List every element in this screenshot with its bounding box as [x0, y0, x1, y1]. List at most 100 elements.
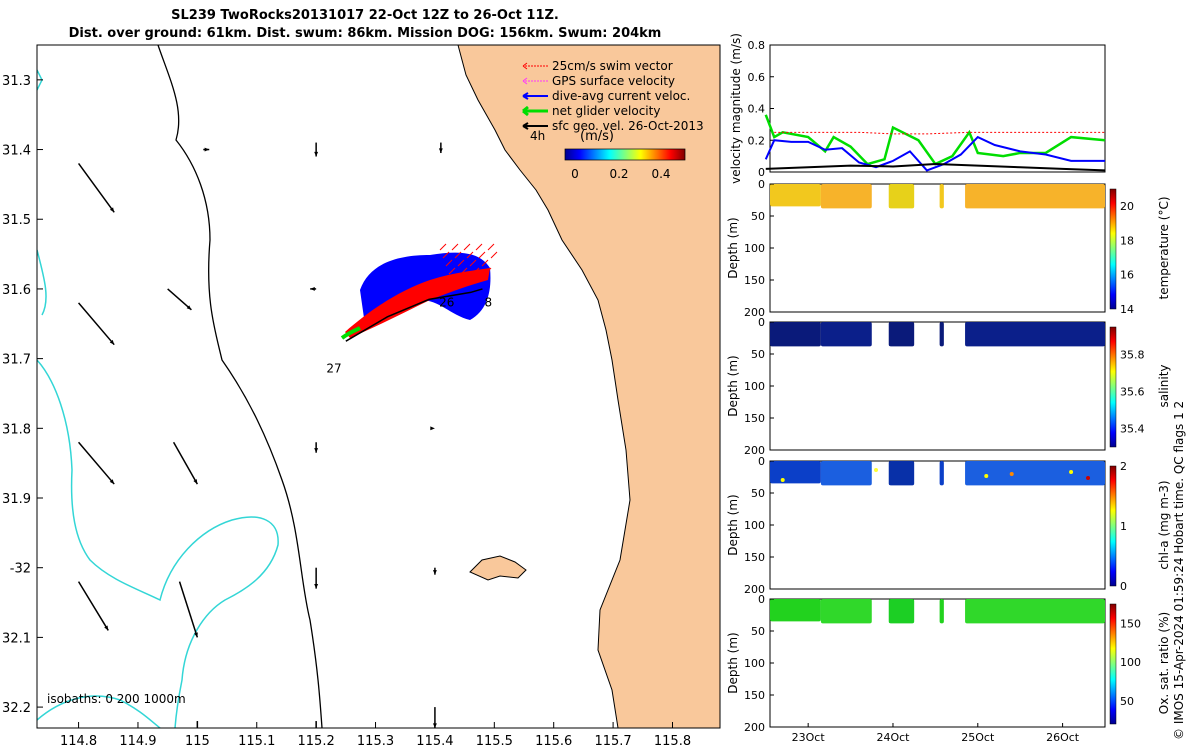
swim-vector [466, 251, 474, 259]
time-xtick-label: 23Oct [792, 731, 826, 744]
colorbar-label: chl-a (mg m-3) [1157, 480, 1171, 569]
colorbar-tick-label: 150 [1120, 617, 1141, 630]
colorbar-tick-label: 50 [1120, 695, 1134, 708]
profile-ytick-label: 0 [758, 593, 765, 606]
colorbar-label: temperature (°C) [1157, 197, 1171, 300]
velocity-series-line [764, 114, 1106, 166]
map-legend: 25cm/s swim vector GPS surface velocity … [522, 59, 704, 181]
profile-ytick-label: 200 [744, 306, 765, 319]
profile-cells [965, 322, 1105, 347]
profile-ytick-label: 200 [744, 721, 765, 734]
profile-colorbar [1109, 465, 1117, 587]
velocity-ytick-label: 0.4 [748, 103, 766, 116]
swim-vector [490, 251, 498, 259]
colorbar-tick-label: 2 [1120, 460, 1127, 473]
map-xtick-label: 115.4 [416, 734, 453, 749]
chl-point [984, 474, 989, 478]
colorbar-units: (m/s) [580, 129, 614, 144]
profile-cells [820, 322, 872, 347]
map-xtick-label: 114.9 [119, 734, 156, 749]
geo-vector-head [104, 625, 109, 631]
map-ytick-label: 31.8 [2, 422, 31, 437]
map-xtick-label: 115.3 [357, 734, 394, 749]
profile-ytick-label: 200 [744, 583, 765, 596]
time-xtick-label: 25Oct [961, 731, 995, 744]
swim-vector [463, 243, 471, 251]
chl-point [874, 468, 879, 472]
map-ytick-label: 32.2 [2, 701, 31, 716]
isobath-label: isobaths: 0 200 1000m [47, 692, 186, 706]
legend-swim: 25cm/s swim vector [552, 59, 673, 73]
geo-vector [77, 163, 115, 213]
profile-cells [820, 184, 872, 209]
figure-title-line1: SL239 TwoRocks20131017 22-Oct 12Z to 26-… [171, 8, 559, 23]
colorbar-tick-label: 35.6 [1120, 386, 1145, 399]
colorbar-tick-label: 16 [1120, 269, 1134, 282]
profile-cells [888, 184, 915, 209]
chl-point [1009, 472, 1014, 476]
colorbar-tick-label: 0 [1120, 580, 1127, 593]
swim-vector [454, 251, 462, 259]
map-xtick-label: 115 [185, 734, 210, 749]
map-frame [36, 44, 721, 729]
colorbar-tick-label: 35.8 [1120, 349, 1145, 362]
velocity-ytick-label: 0.8 [748, 39, 766, 52]
geo-vector-head [109, 479, 115, 485]
map-ytick-label: 31.9 [2, 492, 31, 507]
swim-vector [451, 243, 459, 251]
geo-vector [172, 441, 199, 485]
profile-ytick-label: 100 [744, 519, 765, 532]
map-xtick-label: 115.1 [238, 734, 275, 749]
geo-vector [77, 581, 109, 631]
velocity-ytick-label: 0.6 [748, 71, 766, 84]
swim-vector [442, 251, 450, 259]
isobath-1000m-b [37, 695, 161, 728]
colorbar-tick-label: 18 [1120, 234, 1134, 247]
profile-ylabel: Depth (m) [726, 632, 740, 693]
geo-vector-head [432, 570, 437, 575]
profile-cells [820, 599, 872, 624]
colorbar-tick-label: 35.4 [1120, 423, 1145, 436]
map-xtick-label: 115.2 [298, 734, 335, 749]
swim-vector [457, 259, 465, 267]
geo-vector-head [186, 305, 192, 310]
profile-ytick-label: 50 [751, 487, 765, 500]
geo-vector-head [204, 147, 210, 152]
profile-cells [888, 599, 915, 624]
geo-vector-head [310, 286, 315, 291]
colorbar-tick-label: 100 [1120, 656, 1141, 669]
profile-ytick-label: 0 [758, 178, 765, 191]
profile-cells [965, 184, 1105, 209]
profile-ytick-label: 50 [751, 210, 765, 223]
map-ytick-label: 31.4 [2, 144, 31, 159]
velocity-frame [769, 44, 1106, 173]
geo-vector [78, 302, 115, 346]
profile-cells [965, 461, 1105, 486]
legend-net: net glider velocity [552, 104, 660, 118]
profile-ytick-label: 50 [751, 348, 765, 361]
velocity-series-line [765, 163, 1106, 172]
geo-vector-head [314, 151, 319, 157]
colorbar-tick-label: 1 [1120, 520, 1127, 533]
footer-credit: © IMOS 15-Apr-2024 01:59:24 Hobart time.… [1172, 401, 1186, 740]
legend-gps: GPS surface velocity [552, 74, 675, 88]
map-xtick-label: 115.5 [476, 734, 513, 749]
isobath-1000m-a [37, 69, 279, 728]
profile-ytick-label: 100 [744, 242, 765, 255]
velocity-ytick-label: 0 [758, 166, 765, 179]
geo-vector-head [438, 148, 443, 154]
swim-vector [439, 243, 447, 251]
swim-vector [460, 267, 468, 275]
map-ytick-label: 31.5 [2, 213, 31, 228]
profile-cells [770, 461, 821, 484]
geo-vector-head [109, 339, 115, 345]
swim-vector [484, 267, 492, 275]
map-xtick-label: 114.8 [60, 734, 97, 749]
profile-ytick-label: 100 [744, 657, 765, 670]
velocity-series-line [764, 135, 1105, 172]
profile-cells [939, 599, 944, 624]
profile-ytick-label: 200 [744, 444, 765, 457]
swim-vector [475, 243, 483, 251]
map-cbar-tick-2: 0.4 [651, 167, 670, 181]
time-xtick-label: 24Oct [876, 731, 910, 744]
